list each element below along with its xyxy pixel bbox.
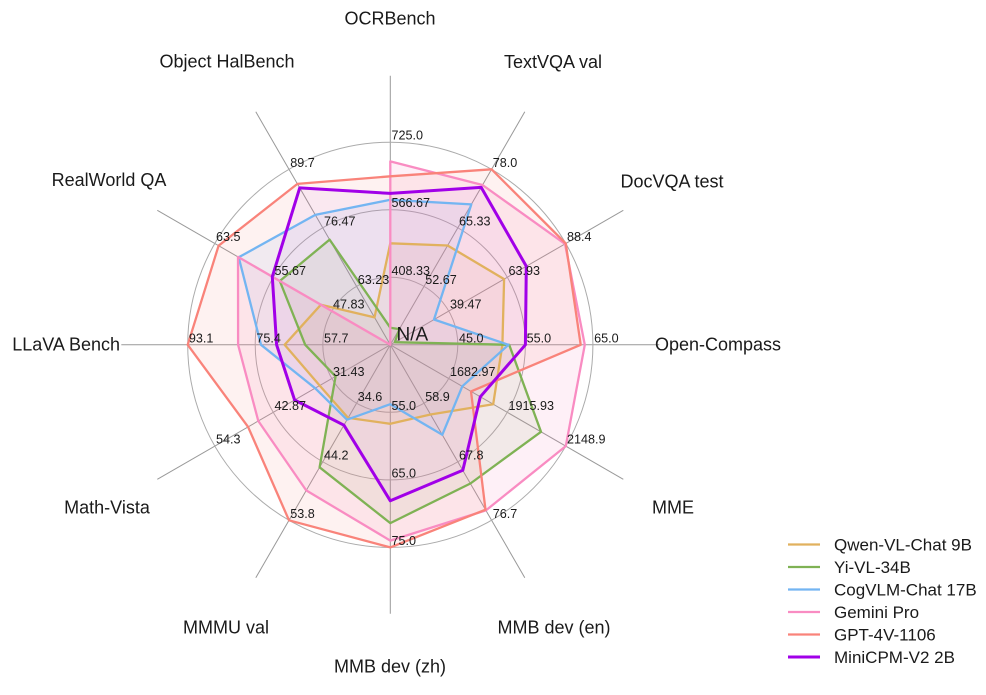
- svg-text:CogVLM-Chat 17B: CogVLM-Chat 17B: [834, 581, 977, 600]
- svg-text:39.47: 39.47: [450, 298, 482, 312]
- svg-text:Yi-VL-34B: Yi-VL-34B: [834, 558, 911, 577]
- svg-text:76.47: 76.47: [324, 214, 356, 228]
- svg-text:2148.9: 2148.9: [567, 433, 606, 447]
- svg-text:MMB dev (en): MMB dev (en): [497, 618, 610, 638]
- svg-text:55.0: 55.0: [392, 399, 417, 413]
- svg-text:65.0: 65.0: [594, 331, 619, 345]
- svg-text:54.3: 54.3: [216, 433, 241, 447]
- svg-text:55.67: 55.67: [275, 264, 307, 278]
- svg-text:42.87: 42.87: [275, 399, 307, 413]
- svg-text:93.1: 93.1: [189, 331, 214, 345]
- svg-text:63.23: 63.23: [358, 273, 390, 287]
- svg-text:LLaVA Bench: LLaVA Bench: [12, 335, 120, 355]
- svg-text:55.0: 55.0: [527, 331, 552, 345]
- svg-text:725.0: 725.0: [392, 129, 424, 143]
- svg-text:34.6: 34.6: [358, 390, 383, 404]
- svg-text:78.0: 78.0: [493, 156, 518, 170]
- svg-text:Qwen-VL-Chat 9B: Qwen-VL-Chat 9B: [834, 536, 972, 555]
- svg-text:408.33: 408.33: [392, 264, 431, 278]
- svg-text:566.67: 566.67: [392, 196, 431, 210]
- svg-text:47.83: 47.83: [333, 298, 365, 312]
- svg-text:65.0: 65.0: [392, 466, 417, 480]
- svg-text:53.8: 53.8: [290, 507, 315, 521]
- svg-text:Object HalBench: Object HalBench: [159, 52, 294, 72]
- svg-text:MMMU val: MMMU val: [183, 618, 269, 638]
- svg-text:RealWorld QA: RealWorld QA: [52, 170, 167, 190]
- svg-text:1682.97: 1682.97: [450, 365, 496, 379]
- svg-text:44.2: 44.2: [324, 448, 349, 462]
- svg-text:MMB dev (zh): MMB dev (zh): [334, 657, 446, 677]
- svg-text:89.7: 89.7: [290, 156, 315, 170]
- svg-text:GPT-4V-1106: GPT-4V-1106: [834, 626, 936, 645]
- svg-text:Open-Compass: Open-Compass: [655, 335, 781, 355]
- svg-text:76.7: 76.7: [493, 507, 518, 521]
- svg-text:31.43: 31.43: [333, 365, 365, 379]
- svg-text:Math-Vista: Math-Vista: [64, 498, 151, 518]
- svg-text:75.0: 75.0: [392, 534, 417, 548]
- svg-text:65.33: 65.33: [459, 214, 491, 228]
- svg-text:75.4: 75.4: [256, 331, 281, 345]
- svg-text:MME: MME: [652, 498, 694, 518]
- svg-text:58.9: 58.9: [425, 390, 450, 404]
- svg-text:OCRBench: OCRBench: [344, 9, 435, 29]
- svg-text:63.5: 63.5: [216, 230, 241, 244]
- svg-text:45.0: 45.0: [459, 331, 484, 345]
- svg-text:57.7: 57.7: [324, 331, 349, 345]
- svg-text:TextVQA val: TextVQA val: [504, 52, 602, 72]
- svg-text:67.8: 67.8: [459, 448, 484, 462]
- svg-text:63.93: 63.93: [509, 264, 541, 278]
- svg-text:DocVQA test: DocVQA test: [620, 172, 723, 192]
- svg-text:88.4: 88.4: [567, 230, 592, 244]
- svg-text:N/A: N/A: [397, 325, 429, 346]
- svg-text:MiniCPM-V2 2B: MiniCPM-V2 2B: [834, 648, 955, 667]
- svg-text:52.67: 52.67: [425, 273, 457, 287]
- svg-text:1915.93: 1915.93: [509, 399, 555, 413]
- svg-text:Gemini Pro: Gemini Pro: [834, 603, 919, 622]
